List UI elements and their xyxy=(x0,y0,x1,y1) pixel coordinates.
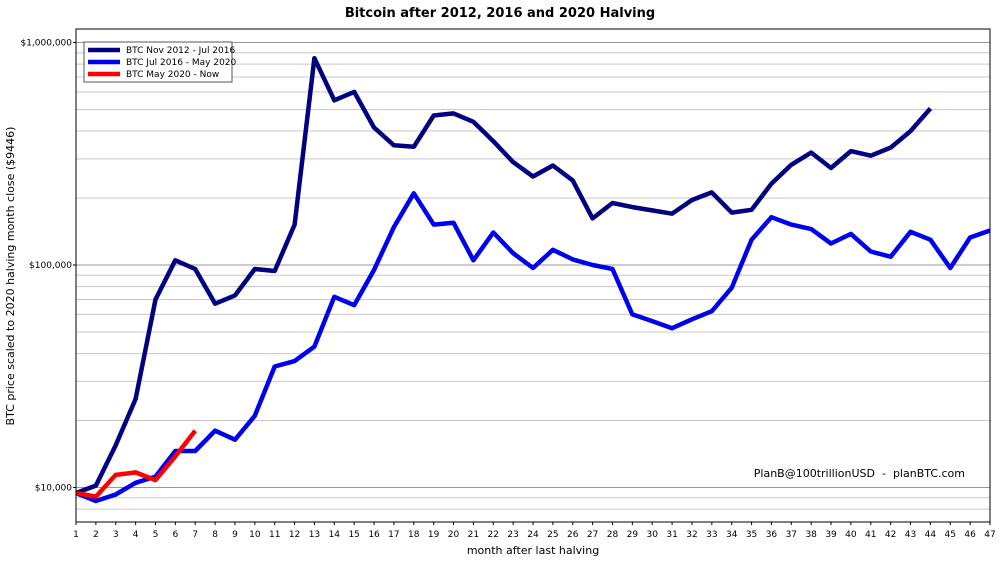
x-tick-label: 15 xyxy=(348,530,359,540)
chart-title: Bitcoin after 2012, 2016 and 2020 Halvin… xyxy=(345,6,655,21)
x-tick-labels: 1 2 3 4 5 6 7 8 9 10 11 12 13 14 15 16 17 18 19 20 21 22 23 24 2… xyxy=(73,522,996,540)
x-tick-label: 40 xyxy=(845,530,857,540)
x-tick-label: 33 xyxy=(706,530,717,540)
x-tick-label: 5 xyxy=(153,530,159,540)
grid-layer xyxy=(76,42,990,523)
x-tick-label: 17 xyxy=(388,530,399,540)
x-tick-label: 21 xyxy=(468,530,479,540)
x-tick-label: 2 xyxy=(93,530,99,540)
legend: BTC Nov 2012 - Jul 2016 BTC Jul 2016 - Ma… xyxy=(83,41,237,83)
legend-label-1: BTC Nov 2012 - Jul 2016 xyxy=(126,46,235,56)
x-tick-label: 18 xyxy=(408,530,420,540)
x-tick-label: 29 xyxy=(627,530,639,540)
x-tick-label: 31 xyxy=(666,530,677,540)
x-tick-label: 13 xyxy=(309,530,320,540)
x-tick-label: 38 xyxy=(805,530,817,540)
x-tick-label: 27 xyxy=(587,530,598,540)
x-tick-label: 10 xyxy=(249,530,261,540)
x-tick-label: 4 xyxy=(133,530,139,540)
legend-entries: BTC Nov 2012 - Jul 2016 BTC Jul 2016 - Ma… xyxy=(88,46,237,80)
x-tick-label: 24 xyxy=(527,530,539,540)
x-tick-label: 46 xyxy=(964,530,976,540)
x-tick-label: 9 xyxy=(232,530,238,540)
x-tick-label: 36 xyxy=(766,530,778,540)
x-tick-label: 12 xyxy=(289,530,300,540)
x-tick-label: 19 xyxy=(428,530,440,540)
legend-label-2: BTC Jul 2016 - May 2020 xyxy=(126,58,237,68)
x-tick-label: 39 xyxy=(825,530,837,540)
x-tick-label: 7 xyxy=(192,530,198,540)
x-tick-label: 1 xyxy=(73,530,79,540)
x-tick-label: 37 xyxy=(786,530,797,540)
x-tick-label: 41 xyxy=(865,530,876,540)
x-tick-label: 43 xyxy=(905,530,916,540)
legend-label-3: BTC May 2020 - Now xyxy=(126,70,219,80)
x-tick-label: 8 xyxy=(212,530,218,540)
x-tick-label: 42 xyxy=(885,530,896,540)
x-tick-label: 22 xyxy=(488,530,499,540)
x-tick-label: 32 xyxy=(686,530,697,540)
y-tick-label: $10,000 xyxy=(35,484,72,494)
x-axis-label: month after last halving xyxy=(467,544,599,557)
x-tick-label: 3 xyxy=(113,530,119,540)
x-tick-label: 35 xyxy=(746,530,757,540)
x-tick-label: 14 xyxy=(329,530,341,540)
x-tick-label: 23 xyxy=(507,530,518,540)
series-line-1 xyxy=(75,55,933,496)
x-tick-label: 44 xyxy=(925,530,937,540)
x-tick-label: 45 xyxy=(945,530,956,540)
x-tick-label: 30 xyxy=(646,530,658,540)
y-tick-labels: $10,000 $100,000 $1,000,000 xyxy=(20,39,76,494)
x-tick-label: 34 xyxy=(726,530,738,540)
credit-annotation: PlanB@100trillionUSD - planBTC.com xyxy=(754,467,965,480)
y-tick-label: $100,000 xyxy=(29,261,72,271)
x-tick-label: 20 xyxy=(448,530,460,540)
x-tick-label: 47 xyxy=(984,530,995,540)
series-line-2 xyxy=(75,191,991,504)
y-axis-label: BTC price scaled to 2020 halving month c… xyxy=(4,127,17,426)
x-tick-label: 11 xyxy=(269,530,280,540)
x-tick-label: 25 xyxy=(547,530,558,540)
x-tick-label: 28 xyxy=(607,530,619,540)
x-tick-label: 16 xyxy=(368,530,380,540)
x-tick-label: 26 xyxy=(567,530,579,540)
series-layer xyxy=(75,55,991,504)
x-tick-label: 6 xyxy=(172,530,178,540)
y-tick-label: $1,000,000 xyxy=(20,39,72,49)
